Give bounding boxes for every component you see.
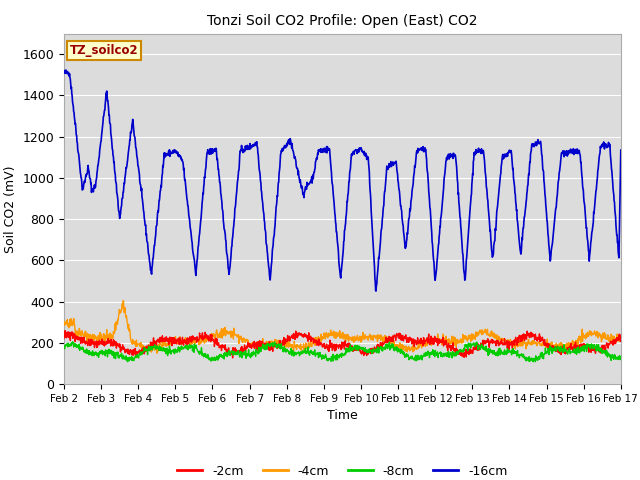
X-axis label: Time: Time	[327, 409, 358, 422]
Y-axis label: Soil CO2 (mV): Soil CO2 (mV)	[4, 165, 17, 252]
Text: TZ_soilco2: TZ_soilco2	[70, 44, 138, 57]
Title: Tonzi Soil CO2 Profile: Open (East) CO2: Tonzi Soil CO2 Profile: Open (East) CO2	[207, 14, 477, 28]
Legend: -2cm, -4cm, -8cm, -16cm: -2cm, -4cm, -8cm, -16cm	[172, 460, 513, 480]
